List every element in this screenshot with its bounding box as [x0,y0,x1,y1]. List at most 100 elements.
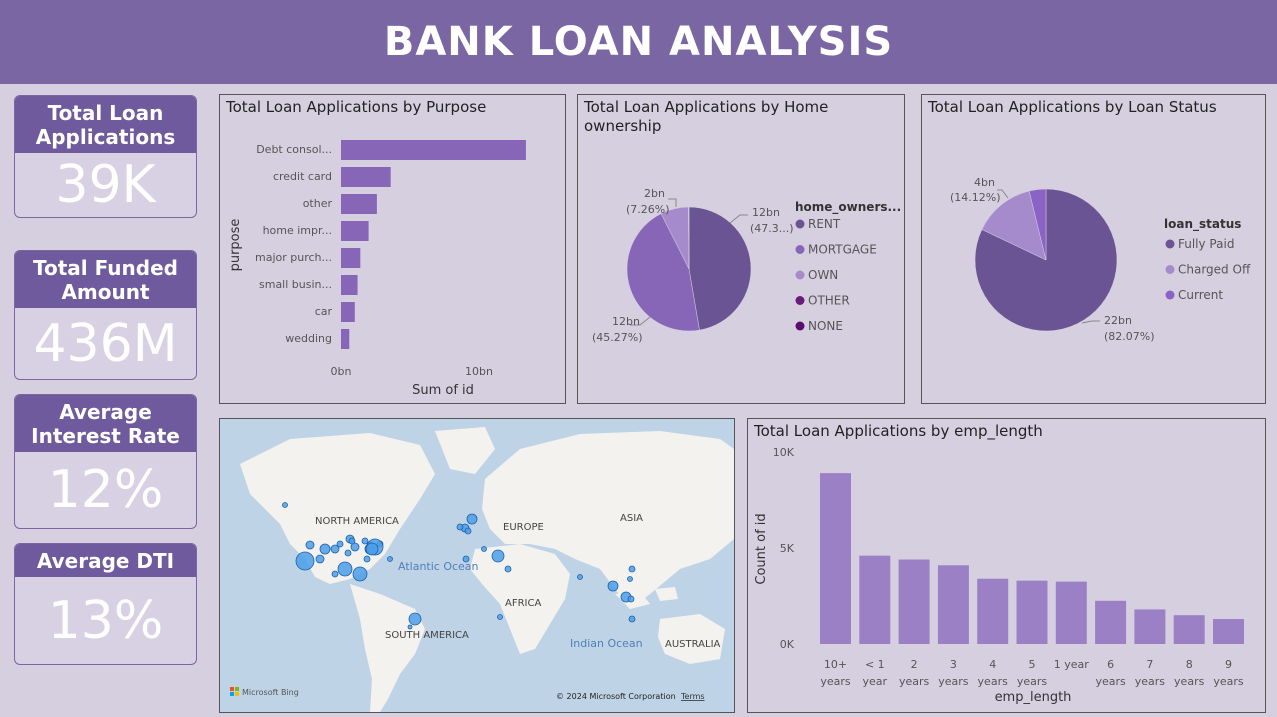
landmass-africa [470,544,570,654]
x-tick-label: 3 [950,658,957,671]
bar [898,559,930,644]
kpi-label: Average Interest Rate [15,395,196,452]
map-bubble[interactable] [295,551,315,571]
legend-marker [1165,290,1175,300]
bing-logo [230,687,239,696]
legend-title: home_owners... [795,200,901,215]
y-tick-label: small busin... [259,278,332,291]
bar [341,140,526,160]
map-bubble[interactable] [363,555,371,563]
legend-item: MORTGAGE [808,243,877,257]
map-bubble[interactable] [462,555,470,563]
pie-slice [688,206,752,331]
legend-item: RENT [808,217,841,231]
map-bubble[interactable] [408,612,422,626]
map-bubble[interactable] [464,527,472,535]
map-brand: Microsoft Bing [242,688,299,697]
legend-marker [795,321,805,331]
map-copyright: © 2024 Microsoft Corporation [556,692,676,701]
map-bubble[interactable] [627,576,633,582]
map-bubble[interactable] [350,542,360,552]
map-terms-link[interactable]: Terms [680,692,705,701]
map-bubble[interactable] [466,513,478,525]
x-tick-label: years [978,675,1009,688]
x-axis-label: Sum of id [412,383,474,398]
slice-label: 12bn [752,206,780,219]
map-bubble[interactable] [491,549,505,563]
map-bubble[interactable] [628,615,636,623]
bar [1016,580,1048,644]
world-map[interactable]: NORTH AMERICA EUROPE ASIA AFRICA SOUTH A… [220,419,734,712]
map-bubble[interactable] [361,537,369,545]
map-bubble[interactable] [344,549,352,557]
map-bubble[interactable] [497,614,503,620]
kpi-total-loan-applications[interactable]: Total Loan Applications 39K [14,95,197,218]
map-bubble[interactable] [628,565,636,573]
label-leader-line [630,316,651,326]
map-bubble[interactable] [305,540,315,550]
map-bubble[interactable] [348,537,356,545]
y-tick-label: home impr... [263,224,332,237]
emp-length-chart-panel[interactable]: Total Loan Applications by emp_length 0K… [747,418,1266,713]
map-bubble[interactable] [387,556,393,562]
bar [341,248,361,268]
map-bubble[interactable] [481,546,487,552]
map-panel[interactable]: NORTH AMERICA EUROPE ASIA AFRICA SOUTH A… [219,418,735,713]
dashboard-title: BANK LOAN ANALYSIS [383,19,894,65]
x-tick-label: 1 year [1054,658,1090,671]
map-bubble[interactable] [607,580,619,592]
home-ownership-chart-panel[interactable]: Total Loan Applications by Home ownershi… [577,94,905,404]
y-tick-label: credit card [273,170,332,183]
map-bubble[interactable] [504,565,512,573]
slice-label: 12bn [612,315,640,328]
landmass-south-america [350,584,425,712]
kpi-label: Total Loan Applications [15,96,196,153]
map-label-atlantic-ocean: Atlantic Ocean [398,560,479,573]
purpose-chart: Debt consol... credit card other home impr.… [228,140,526,398]
landmass-greenland [435,427,495,474]
bar [1173,615,1205,644]
loan-status-chart-panel[interactable]: Total Loan Applications by Loan Status 2… [921,94,1266,404]
x-tick-label: 7 [1146,658,1153,671]
map-bubbles [282,502,636,630]
purpose-chart-panel[interactable]: Total Loan Applications by Purpose Debt … [219,94,566,404]
kpi-label: Total Funded Amount [15,251,196,308]
map-bubble[interactable] [627,595,635,603]
legend-item: Fully Paid [1178,237,1234,251]
map-bubble[interactable] [282,502,288,508]
map-bubble[interactable] [319,543,331,555]
map-bubble[interactable] [330,544,340,554]
kpi-value: 39K [55,155,156,215]
map-bubble[interactable] [577,574,583,580]
slice-label: 4bn [974,176,995,189]
kpi-total-funded-amount[interactable]: Total Funded Amount 436M [14,250,197,380]
bar [859,555,891,644]
loan-status-chart-title: Total Loan Applications by Loan Status [928,98,1217,116]
map-bubble[interactable] [407,624,413,630]
kpi-average-dti[interactable]: Average DTI 13% [14,543,197,665]
map-label-indian-ocean: Indian Ocean [570,637,643,650]
map-bubble[interactable] [331,570,339,578]
map-bubble[interactable] [336,540,344,548]
map-bubble[interactable] [337,561,353,577]
purpose-chart-title: Total Loan Applications by Purpose [226,98,487,116]
bar [1213,619,1244,644]
legend-marker [795,296,805,305]
legend-marker [795,245,805,254]
map-label-africa: AFRICA [505,598,541,609]
kpi-average-interest-rate[interactable]: Average Interest Rate 12% [14,394,197,529]
map-bubble[interactable] [315,554,325,564]
slice-pct: (82.07%) [1104,330,1155,343]
map-bubble[interactable] [352,566,368,582]
x-tick-label: 0bn [331,365,352,378]
map-bubble[interactable] [365,542,379,556]
map-bubble[interactable] [456,523,464,531]
label-leader-line [668,198,677,207]
pie-slice [1028,188,1047,261]
x-tick-label: < 1 [865,658,885,671]
legend-title: loan_status [1164,217,1241,232]
kpi-value: 13% [47,590,164,651]
kpi-label: Average DTI [15,544,196,577]
y-axis-label: purpose [228,219,243,272]
pie-slice [626,213,700,332]
